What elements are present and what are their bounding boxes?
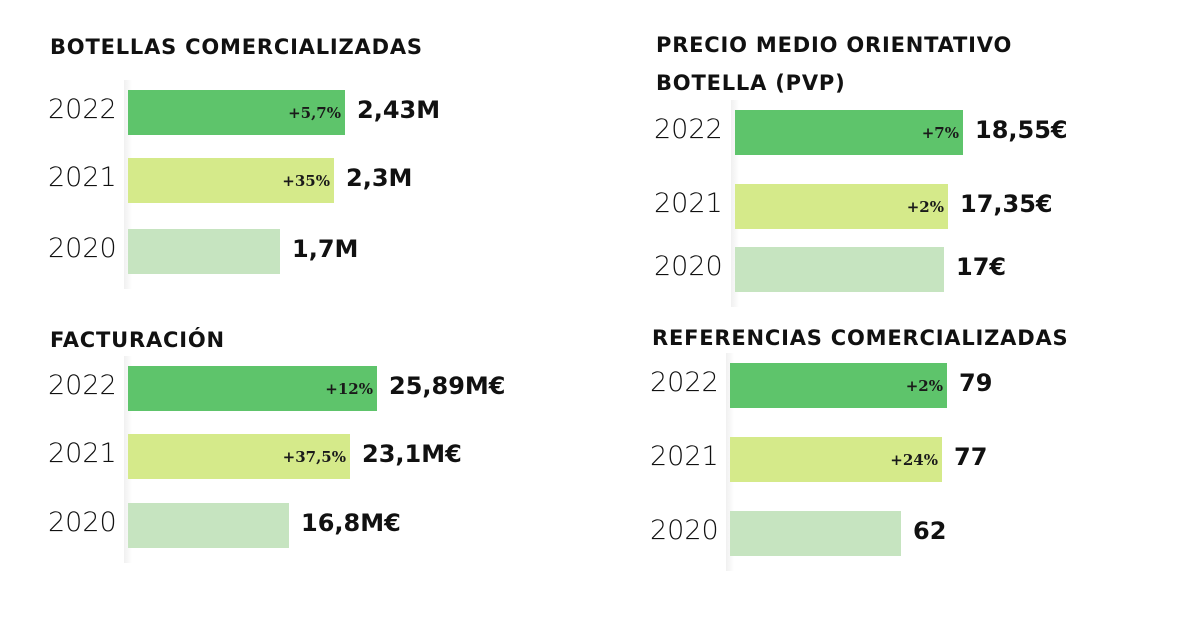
- change-label: +5,7%: [288, 103, 341, 122]
- year-tick-label: 2020: [654, 251, 723, 282]
- bar-2020: [128, 229, 280, 274]
- bar-2022: +12%: [128, 366, 377, 411]
- bar-2022: +2%: [730, 363, 947, 408]
- value-label: 18,55€: [975, 116, 1068, 144]
- year-tick-label: 2021: [48, 438, 117, 469]
- year-tick-label: 2020: [650, 515, 719, 546]
- chart-title: FACTURACIÓN: [50, 328, 225, 352]
- change-label: +35%: [282, 171, 330, 190]
- value-label: 1,7M: [292, 235, 359, 263]
- bar-2020: [128, 503, 289, 548]
- value-label: 23,1M€: [362, 440, 462, 468]
- year-tick-label: 2020: [48, 233, 117, 264]
- year-tick-label: 2021: [654, 188, 723, 219]
- bar-2020: [730, 511, 901, 556]
- chart-title: BOTELLA (PVP): [656, 71, 846, 95]
- year-tick-label: 2022: [654, 114, 723, 145]
- value-label: 16,8M€: [301, 509, 401, 537]
- change-label: +7%: [921, 123, 959, 142]
- value-label: 17,35€: [960, 190, 1053, 218]
- chart-title: PRECIO MEDIO ORIENTATIVO: [656, 33, 1013, 57]
- change-label: +2%: [906, 197, 944, 216]
- value-label: 17€: [956, 253, 1007, 281]
- value-label: 25,89M€: [389, 372, 506, 400]
- value-label: 2,3M: [346, 164, 413, 192]
- value-label: 79: [959, 369, 993, 397]
- bar-2021: +37,5%: [128, 434, 350, 479]
- year-tick-label: 2022: [48, 94, 117, 125]
- bar-2022: +5,7%: [128, 90, 345, 135]
- value-label: 77: [954, 443, 988, 471]
- bar-2021: +2%: [735, 184, 948, 229]
- year-tick-label: 2022: [650, 367, 719, 398]
- year-tick-label: 2021: [48, 162, 117, 193]
- chart-title: REFERENCIAS COMERCIALIZADAS: [652, 326, 1069, 350]
- bar-2021: +24%: [730, 437, 942, 482]
- change-label: +2%: [905, 376, 943, 395]
- year-tick-label: 2020: [48, 507, 117, 538]
- bar-2020: [735, 247, 944, 292]
- bar-2022: +7%: [735, 110, 963, 155]
- bar-2021: +35%: [128, 158, 334, 203]
- year-tick-label: 2022: [48, 370, 117, 401]
- change-label: +24%: [890, 450, 938, 469]
- change-label: +37,5%: [282, 447, 346, 466]
- value-label: 62: [913, 517, 947, 545]
- value-label: 2,43M: [357, 96, 441, 124]
- year-tick-label: 2021: [650, 441, 719, 472]
- chart-title: BOTELLAS COMERCIALIZADAS: [50, 35, 423, 59]
- change-label: +12%: [325, 379, 373, 398]
